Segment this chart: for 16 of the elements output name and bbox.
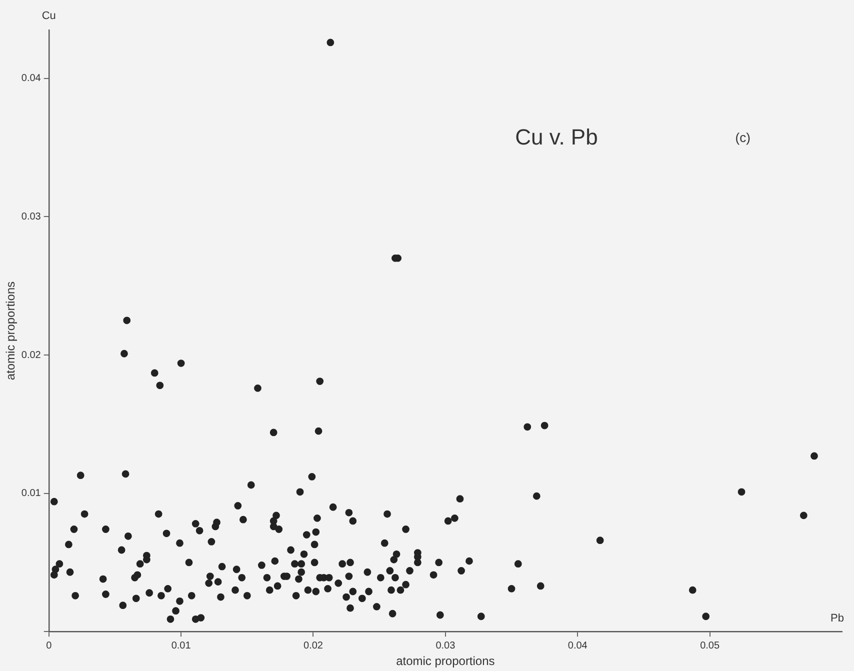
y-tick-label: 0.01 <box>21 488 42 500</box>
x-tick-label: 0 <box>46 640 52 652</box>
y-axis-title: atomic proportions <box>4 281 18 380</box>
x-tick-label: 0.03 <box>436 640 456 652</box>
x-axis-title: atomic proportions <box>396 654 495 668</box>
y-tick-label: 0.03 <box>21 211 42 222</box>
text: Cu v. Pb <box>515 124 598 150</box>
x-tick-label: 0.01 <box>171 640 192 652</box>
annotation: (c) <box>735 130 750 145</box>
annotation: Pb <box>830 612 844 625</box>
x-tick-label: 0.02 <box>304 640 324 652</box>
y-tick-label: 0.02 <box>21 350 42 361</box>
y-tick-label: 0.04 <box>21 73 42 84</box>
x-tick-label: 0.04 <box>568 640 588 652</box>
text: Cu <box>42 10 56 22</box>
x-tick-label: 0.05 <box>700 640 720 652</box>
